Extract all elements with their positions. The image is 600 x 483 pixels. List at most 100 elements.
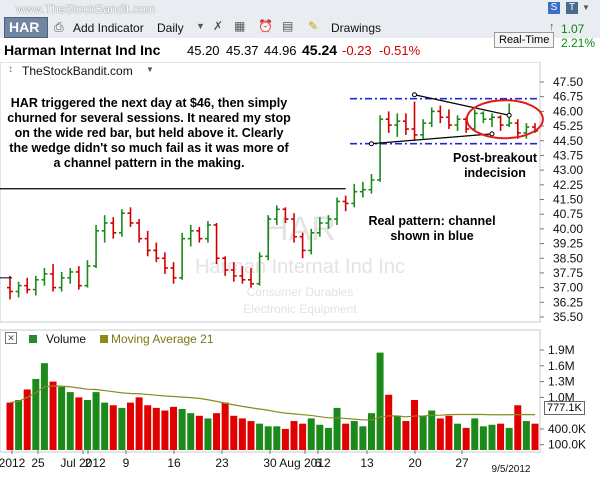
price-tick-label: 46.00: [553, 104, 583, 118]
ohlc-bar: [75, 266, 82, 290]
ohlc-bar: [437, 105, 444, 124]
x-tick-label: 13: [360, 456, 374, 470]
volume-bar: [531, 423, 539, 450]
price-tick-label: 43.75: [553, 148, 583, 162]
period-select[interactable]: Daily: [157, 21, 184, 35]
volume-bar: [264, 426, 272, 450]
volume-bar: [385, 394, 393, 450]
trade-button[interactable]: T: [566, 2, 578, 14]
volume-tick-label: 400.0K: [548, 422, 586, 436]
volume-bar: [445, 415, 453, 450]
volume-bar: [333, 407, 341, 450]
ohlc-bar: [394, 113, 401, 137]
dropdown-icon[interactable]: ▼: [582, 3, 590, 12]
ohlc-bar: [15, 281, 22, 298]
volume-bar: [40, 363, 48, 450]
wedge-anchor: [368, 141, 374, 147]
ohlc-bar: [50, 264, 57, 292]
grid-icon[interactable]: ▦: [234, 19, 246, 33]
watermark-name: Harman Internat Ind Inc: [195, 256, 405, 278]
ohlc-bar: [7, 275, 13, 300]
close-icon[interactable]: ✕: [5, 332, 17, 344]
ma-value-badge: 777.1K: [544, 401, 585, 415]
watermark-industry: Electronic Equipment: [243, 302, 357, 316]
panel-dropdown-icon[interactable]: ▼: [146, 65, 154, 74]
symbol-box[interactable]: HAR: [4, 17, 48, 38]
volume-moving-average: [9, 385, 536, 421]
ohlc-bar: [523, 123, 530, 139]
calendar-icon[interactable]: ▤: [282, 19, 294, 33]
tools-icon[interactable]: ✗: [213, 19, 224, 33]
volume-bar: [75, 397, 83, 450]
price-tick-label: 35.50: [553, 310, 583, 324]
note-icon[interactable]: ✎: [308, 19, 319, 33]
volume-bar: [462, 427, 470, 450]
annotation-line: Real pattern: channel: [368, 214, 496, 228]
volume-bar: [471, 418, 479, 450]
volume-bar: [307, 418, 315, 450]
volume-bar: [213, 413, 221, 450]
ohlc-bar: [445, 109, 452, 129]
price-tick-label: 45.25: [553, 119, 583, 133]
volume-bar: [126, 402, 134, 450]
realtime-button[interactable]: Real-Time: [494, 32, 555, 48]
ohlc-bar: [299, 232, 306, 259]
ohlc-bar: [153, 242, 160, 263]
add-indicator-button[interactable]: Add Indicator: [73, 21, 144, 35]
volume-bar: [299, 423, 307, 450]
ohlc-bar: [187, 224, 194, 247]
volume-bar: [256, 423, 264, 450]
ohlc-bar: [161, 252, 168, 274]
ohlc-bar: [239, 266, 246, 284]
volume-bar: [101, 402, 109, 450]
share-button[interactable]: S: [548, 2, 560, 14]
x-tick-label: 25: [31, 456, 45, 470]
x-tick-label: Jul 2012: [60, 456, 106, 470]
volume-tick-label: 1.0M: [548, 390, 575, 404]
print-icon[interactable]: ⎙: [54, 20, 64, 34]
watermark-symbol: HAR: [264, 210, 336, 248]
collapse-icon[interactable]: ↕: [8, 64, 13, 75]
volume-tick-label: 1.3M: [548, 375, 575, 389]
ohlc-bar: [325, 215, 332, 229]
volume-bar: [23, 389, 31, 450]
ohlc-bar: [420, 119, 427, 139]
change-percent: -0.51%: [379, 43, 421, 58]
ohlc-bar: [84, 260, 91, 288]
wedge-line: [414, 94, 510, 116]
annotation-line: the wedge didn't so much fail as it was …: [9, 141, 289, 155]
ma-value: 777.1K: [547, 402, 582, 414]
volume-bar: [505, 427, 513, 450]
x-tick-label: 30: [263, 456, 277, 470]
ohlc-bar: [118, 209, 125, 237]
annotation-line: HAR triggered the next day at $46, then …: [10, 96, 288, 110]
site-url: www.TheStockBandit.com: [16, 2, 156, 16]
price-tick-label: 41.50: [553, 193, 583, 207]
volume-bar: [488, 424, 496, 450]
ohlc-bar: [144, 230, 151, 257]
ohlc-bar: [213, 223, 220, 265]
volume-bar: [324, 427, 332, 450]
ohlc-bar: [377, 115, 384, 182]
ohlc-bar: [179, 232, 186, 280]
symbol-label: HAR: [9, 19, 40, 35]
volume-bar: [316, 424, 324, 450]
price-tick-label: 40.75: [553, 207, 583, 221]
ohlc-bar: [256, 252, 263, 286]
annotation-line: Post-breakout: [452, 151, 538, 165]
drawings-button[interactable]: Drawings: [331, 21, 382, 35]
alarm-icon[interactable]: ⏰: [258, 19, 273, 33]
watermark-sector: Consumer Durables: [247, 285, 354, 299]
top-change-percent: 2.21%: [561, 36, 596, 50]
volume-bar: [393, 415, 401, 450]
price-tick-label: 36.25: [553, 295, 583, 309]
ohlc-bar: [282, 207, 289, 223]
chevron-down-icon[interactable]: ▼: [196, 21, 205, 31]
toolbar: www.TheStockBandit.com HAR ⎙ Add Indicat…: [0, 0, 600, 39]
price-tick-label: 38.50: [553, 251, 583, 265]
price-tick-label: 42.25: [553, 178, 583, 192]
volume-bar: [359, 426, 367, 450]
trend-lines: [0, 92, 544, 279]
volume-bar: [367, 413, 375, 450]
ohlc-bar: [127, 207, 134, 227]
